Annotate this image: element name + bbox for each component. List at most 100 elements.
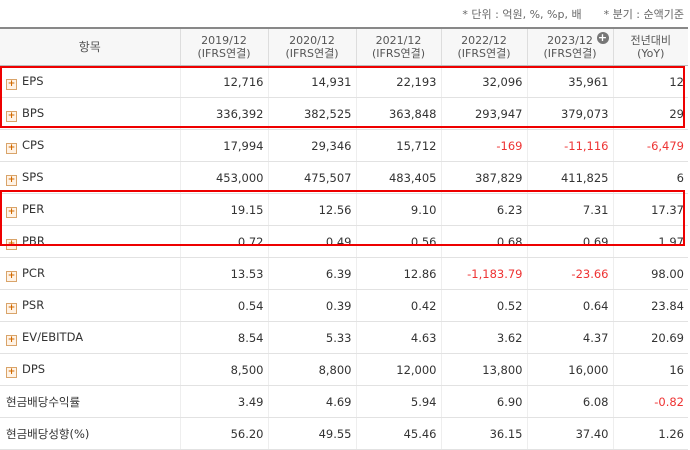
cell-2022: 36.15: [440, 417, 527, 450]
expand-plus-icon[interactable]: +: [6, 142, 17, 154]
cell-2021: 9.10: [355, 193, 441, 226]
row-label[interactable]: + BPS: [0, 97, 180, 130]
cell-2020: 0.39: [267, 289, 356, 322]
cell-yoy: 23.84: [612, 289, 688, 322]
cell-2022: 6.23: [440, 193, 527, 226]
row-label[interactable]: + DPS: [0, 353, 180, 386]
cell-yoy: 1.26: [612, 417, 688, 450]
table-row: + BPS 336,392 382,525 363,848 293,947 379,073 2…: [0, 97, 688, 130]
cell-2023: 0.64: [526, 289, 613, 322]
row-label[interactable]: + EV/EBITDA: [0, 321, 180, 354]
header-basis: (IFRS연결): [457, 47, 511, 60]
cell-2019: 13.53: [179, 257, 268, 290]
cell-2023: 379,073: [526, 97, 613, 130]
table-row: + DPS 8,500 8,800 12,000 13,800 16,000 16: [0, 353, 688, 386]
row-label[interactable]: + PCR: [0, 257, 180, 290]
cell-2019: 3.49: [179, 385, 268, 418]
row-label[interactable]: + CPS: [0, 129, 180, 162]
header-col-yoy: 전년대비 (YoY): [612, 27, 688, 66]
header-col-2022: 2022/12 (IFRS연결): [440, 27, 527, 66]
row-label-text: PER: [22, 201, 45, 216]
cell-2019: 453,000: [179, 161, 268, 194]
cell-2021: 5.94: [355, 385, 441, 418]
cell-yoy: 20.69: [612, 321, 688, 354]
header-period: 2021/12: [375, 34, 422, 47]
row-label-text: 현금배당성향(%): [6, 426, 90, 441]
cell-2019: 0.54: [179, 289, 268, 322]
cell-2019: 56.20: [179, 417, 268, 450]
expand-plus-icon[interactable]: +: [6, 334, 17, 346]
table-notes: * 단위 : 억원, %, %p, 배 * 분기 : 순액기준: [462, 6, 684, 22]
expand-plus-icon[interactable]: +: [6, 238, 17, 250]
cell-2022: 0.68: [440, 225, 527, 258]
header-col-2019: 2019/12 (IFRS연결): [179, 27, 268, 66]
cell-2023: -23.66: [526, 257, 613, 290]
cell-2020: 49.55: [267, 417, 356, 450]
header-period: 2023/12: [547, 34, 593, 47]
cell-2022: 13,800: [440, 353, 527, 386]
cell-2020: 14,931: [267, 65, 356, 98]
table-row: + PCR 13.53 6.39 12.86 -1,183.79 -23.66 98.00: [0, 257, 688, 290]
cell-2020: 12.56: [267, 193, 356, 226]
cell-2023: -11,116: [526, 129, 613, 162]
header-col-2021: 2021/12 (IFRS연결): [355, 27, 441, 66]
expand-plus-icon[interactable]: +: [6, 78, 17, 90]
row-label-text: PCR: [22, 265, 45, 280]
cell-yoy: 12: [612, 65, 688, 98]
row-label-text: DPS: [22, 361, 46, 376]
cell-yoy: 98.00: [612, 257, 688, 290]
row-label[interactable]: + EPS: [0, 65, 180, 98]
row-label-text: 현금배당수익률: [6, 394, 81, 409]
row-label: 현금배당성향(%): [0, 417, 180, 450]
cell-yoy: -0.82: [612, 385, 688, 418]
cell-2021: 15,712: [355, 129, 441, 162]
header-basis: (IFRS연결): [543, 47, 597, 60]
cell-2020: 6.39: [267, 257, 356, 290]
header-basis: (IFRS연결): [285, 47, 339, 60]
table-row: + EPS 12,716 14,931 22,193 32,096 35,961 12: [0, 65, 688, 98]
cell-2019: 336,392: [179, 97, 268, 130]
table-row: + CPS 17,994 29,346 15,712 -169 -11,116 -6,479: [0, 129, 688, 162]
add-column-icon[interactable]: +: [596, 31, 609, 44]
cell-2021: 12.86: [355, 257, 441, 290]
row-label[interactable]: + PER: [0, 193, 180, 226]
cell-2022: 3.62: [440, 321, 527, 354]
header-period: 2019/12: [201, 34, 247, 47]
cell-2022: 32,096: [440, 65, 527, 98]
cell-2021: 45.46: [355, 417, 441, 450]
table-row: 현금배당성향(%) 56.20 49.55 45.46 36.15 37.40 1.26: [0, 417, 688, 450]
expand-plus-icon[interactable]: +: [6, 366, 17, 378]
cell-2022: 387,829: [440, 161, 527, 194]
expand-plus-icon[interactable]: +: [6, 206, 17, 218]
table-row: + EV/EBITDA 8.54 5.33 4.63 3.62 4.37 20.69: [0, 321, 688, 354]
table-row: + SPS 453,000 475,507 483,405 387,829 411,825 6: [0, 161, 688, 194]
cell-2020: 8,800: [267, 353, 356, 386]
expand-plus-icon[interactable]: +: [6, 174, 17, 186]
cell-2021: 4.63: [355, 321, 441, 354]
cell-2019: 19.15: [179, 193, 268, 226]
table-header-row: 항목 2019/12 (IFRS연결) 2020/12 (IFRS연결) 2021/…: [0, 27, 688, 66]
cell-2022: -169: [440, 129, 527, 162]
expand-plus-icon[interactable]: +: [6, 110, 17, 122]
row-label[interactable]: + PSR: [0, 289, 180, 322]
table-row: + PBR 0.72 0.49 0.56 0.68 0.69 1.97: [0, 225, 688, 258]
cell-yoy: 6: [612, 161, 688, 194]
financial-ratio-table: 항목 2019/12 (IFRS연결) 2020/12 (IFRS연결) 2021/…: [0, 27, 688, 450]
cell-2023: 7.31: [526, 193, 613, 226]
row-label-text: BPS: [22, 105, 45, 120]
cell-2023: 4.37: [526, 321, 613, 354]
cell-2019: 12,716: [179, 65, 268, 98]
table-row: 현금배당수익률 3.49 4.69 5.94 6.90 6.08 -0.82: [0, 385, 688, 418]
cell-2021: 0.56: [355, 225, 441, 258]
cell-2019: 8,500: [179, 353, 268, 386]
row-label[interactable]: + SPS: [0, 161, 180, 194]
cell-2023: 16,000: [526, 353, 613, 386]
basis-note: * 분기 : 순액기준: [603, 8, 684, 21]
expand-plus-icon[interactable]: +: [6, 270, 17, 282]
row-label-text: EPS: [22, 73, 44, 88]
header-period: 2020/12: [289, 34, 335, 47]
row-label[interactable]: + PBR: [0, 225, 180, 258]
row-label-text: EV/EBITDA: [22, 329, 84, 344]
header-basis: (YoY): [637, 47, 665, 60]
expand-plus-icon[interactable]: +: [6, 302, 17, 314]
